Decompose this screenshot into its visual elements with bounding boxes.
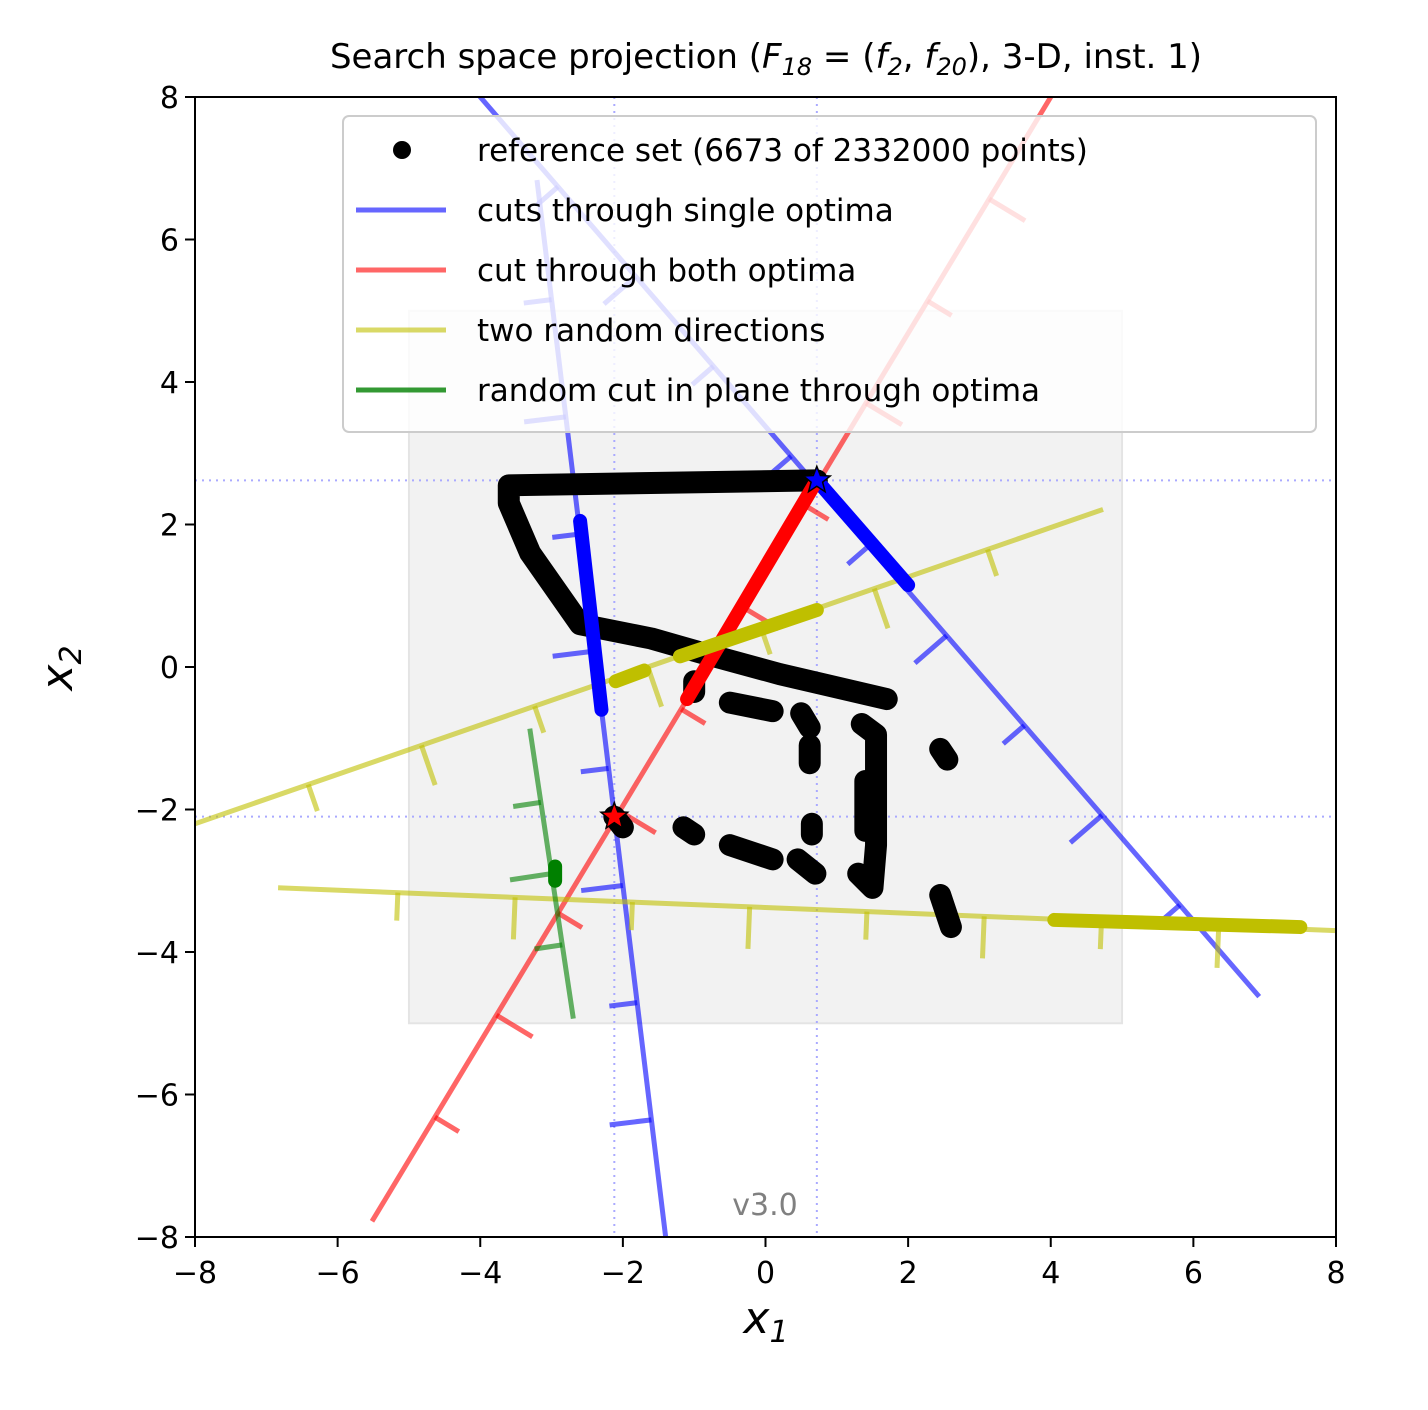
cut-line-tick xyxy=(394,892,401,921)
x-tick-label: −4 xyxy=(458,1256,502,1291)
reference-set-points xyxy=(718,834,784,871)
cut-line-tick xyxy=(871,587,891,630)
y-tick-label: −6 xyxy=(135,1079,179,1114)
cut-line-tick xyxy=(419,744,438,786)
reference-set-points xyxy=(672,816,706,846)
cut-highlight xyxy=(1047,912,1308,935)
optimum-star-2 xyxy=(599,800,630,830)
cut-line-tick xyxy=(532,705,547,734)
chart-title: Search space projection (F18 = (f2, f20)… xyxy=(330,37,1202,81)
cut-highlight xyxy=(608,663,652,689)
cut-line-tick xyxy=(495,1013,534,1040)
version-label: v3.0 xyxy=(732,1188,797,1223)
y-tick-label: −4 xyxy=(135,936,179,971)
legend-box xyxy=(342,115,1317,433)
cut-highlight xyxy=(809,473,916,593)
cut-highlight xyxy=(573,513,609,717)
reference-set-points xyxy=(786,848,827,885)
cut-line-tick xyxy=(580,883,624,894)
legend-label: random cut in plane through optima xyxy=(477,373,1040,409)
cut-line-tick xyxy=(609,1000,638,1009)
cut-line-tick xyxy=(510,897,518,940)
y-tick-label: 6 xyxy=(160,224,179,259)
cut-line-tick xyxy=(863,911,870,940)
cut-highlight xyxy=(672,603,824,664)
cut-line-tick xyxy=(1068,813,1104,845)
legend-label: cut through both optima xyxy=(477,253,856,289)
cut-line-tick xyxy=(512,799,542,810)
reference-set-points xyxy=(929,737,959,771)
cut-highlight xyxy=(680,473,824,707)
cut-line-tick xyxy=(556,910,584,930)
y-tick-label: −8 xyxy=(135,1221,179,1256)
reference-set-points xyxy=(790,702,821,739)
cut-line-tick xyxy=(433,1115,461,1134)
reference-set-points xyxy=(929,884,962,939)
x-tick-label: 2 xyxy=(899,1256,918,1291)
y-tick-label: −2 xyxy=(135,794,179,829)
legend-marker-points xyxy=(393,141,411,159)
optimum-star-1 xyxy=(801,464,833,494)
cut-line-tick xyxy=(679,706,707,726)
cut-line-tick xyxy=(609,1117,652,1128)
x-tick-label: 6 xyxy=(1184,1256,1203,1291)
x-axis-label: x1 xyxy=(741,1293,788,1350)
cut-line-tick xyxy=(1001,723,1027,746)
cut-line-tick xyxy=(509,871,552,883)
y-tick-label: 0 xyxy=(160,651,179,686)
legend-label: cuts through single optima xyxy=(477,193,894,229)
reference-set-points xyxy=(497,469,898,711)
x-tick-label: 4 xyxy=(1041,1256,1060,1291)
cut-line-tick xyxy=(913,633,949,666)
legend-label: two random directions xyxy=(477,313,825,349)
y-tick-label: 4 xyxy=(160,366,179,401)
cut-line-tick xyxy=(985,548,999,577)
cut-line-tick xyxy=(745,906,753,949)
y-tick-label: 8 xyxy=(160,81,179,116)
cut-line-tick xyxy=(552,648,595,659)
reference-set-points xyxy=(718,691,784,723)
x-tick-label: 0 xyxy=(756,1256,775,1291)
cut-line-tick xyxy=(846,543,871,567)
x-tick-label: −8 xyxy=(173,1256,217,1291)
y-axis-label: x2 xyxy=(32,645,89,692)
x-tick-label: −6 xyxy=(316,1256,360,1291)
cut-line-tick xyxy=(305,783,320,812)
cut-line-tick xyxy=(628,902,635,931)
x-tick-label: −2 xyxy=(601,1256,645,1291)
cut-line-tick xyxy=(580,765,609,775)
legend-label: reference set (6673 of 2332000 points) xyxy=(477,133,1088,169)
cut-line-tick xyxy=(979,916,987,959)
cut-line-tick xyxy=(1214,925,1222,968)
cut-line-tick xyxy=(534,942,563,952)
reference-set-points xyxy=(847,713,888,899)
y-tick-label: 2 xyxy=(160,509,179,544)
x-tick-label: 8 xyxy=(1326,1256,1345,1291)
legend: reference set (6673 of 2332000 points) cu… xyxy=(342,115,1317,433)
